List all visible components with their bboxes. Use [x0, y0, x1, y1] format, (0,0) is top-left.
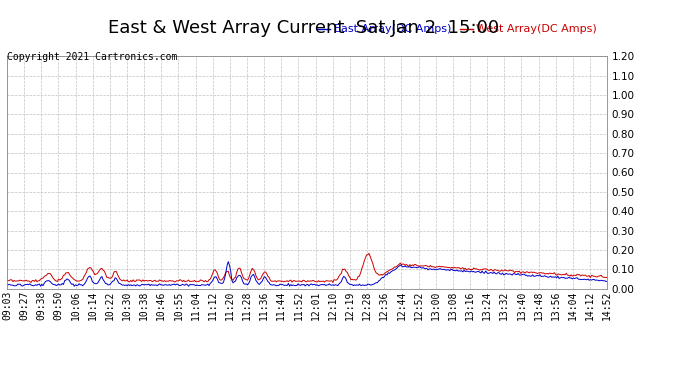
Legend: East Array(DC Amps), West Array(DC Amps): East Array(DC Amps), West Array(DC Amps)	[313, 20, 602, 39]
Text: East & West Array Current  Sat Jan 2  15:00: East & West Array Current Sat Jan 2 15:0…	[108, 19, 499, 37]
Text: Copyright 2021 Cartronics.com: Copyright 2021 Cartronics.com	[7, 53, 177, 63]
